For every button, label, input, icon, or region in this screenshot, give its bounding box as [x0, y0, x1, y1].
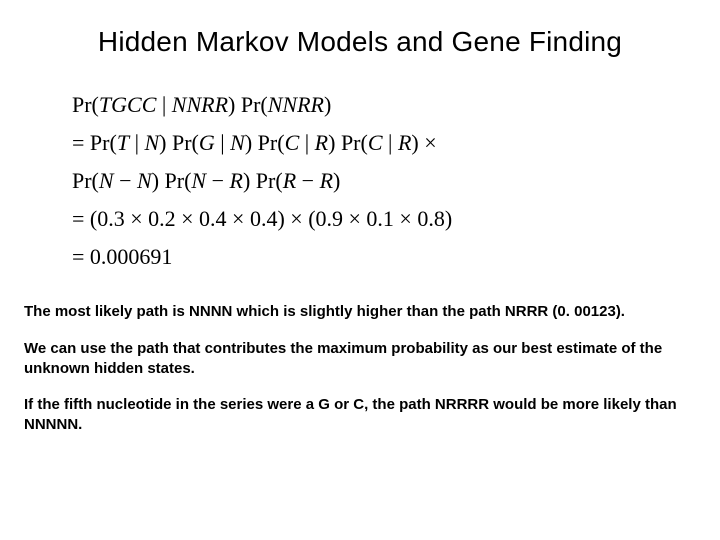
math-text: −: [296, 168, 319, 193]
math-text: ): [324, 92, 331, 117]
math-line-5: = 0.000691: [72, 240, 696, 274]
paragraph-3: If the fifth nucleotide in the series we…: [24, 395, 696, 436]
math-text: ) Pr(: [328, 130, 368, 155]
math-text: |: [156, 92, 171, 117]
text: We can use the path that contributes the: [24, 340, 317, 357]
math-text: =: [72, 130, 90, 155]
math-text: −: [206, 168, 229, 193]
math-var: R: [398, 130, 411, 155]
math-text: Pr(: [72, 92, 99, 117]
math-var: N: [137, 168, 152, 193]
math-text: ) ×: [411, 130, 436, 155]
text: which is: [232, 303, 300, 320]
slide-title: Hidden Markov Models and Gene Finding: [24, 26, 696, 58]
math-text: |: [215, 130, 230, 155]
math-line-4: = (0.3 × 0.2 × 0.4 × 0.4) × (0.9 × 0.1 ×…: [72, 202, 696, 236]
math-var: R: [320, 168, 333, 193]
math-var: N: [230, 130, 245, 155]
math-line-3: Pr(N − N) Pr(N − R) Pr(R − R): [72, 164, 696, 198]
math-block: Pr(TGCC | NNRR) Pr(NNRR) = Pr(T | N) Pr(…: [72, 88, 696, 274]
math-var: R: [283, 168, 296, 193]
math-var: NNRR: [268, 92, 324, 117]
math-text: |: [299, 130, 314, 155]
math-line-1: Pr(TGCC | NNRR) Pr(NNRR): [72, 88, 696, 122]
math-var: T: [117, 130, 129, 155]
text: The most likely path is: [24, 303, 189, 320]
text: If the: [24, 396, 64, 413]
math-text: ) Pr(: [228, 92, 268, 117]
math-var: N: [99, 168, 114, 193]
text-bold: slightly higher than: [300, 303, 438, 320]
math-text: ) Pr(: [152, 168, 192, 193]
text: in the series were a G or C, the path: [172, 396, 435, 413]
math-text: Pr(: [90, 130, 117, 155]
math-var: C: [368, 130, 383, 155]
math-text: |: [129, 130, 144, 155]
math-var: NNRR: [172, 92, 228, 117]
math-text: ) Pr(: [243, 168, 283, 193]
math-line-2: = Pr(T | N) Pr(G | N) Pr(C | R) Pr(C | R…: [72, 126, 696, 160]
math-var: TGCC: [99, 92, 156, 117]
text-bold: NNNN: [189, 303, 232, 320]
math-text: ) Pr(: [159, 130, 199, 155]
math-var: N: [144, 130, 159, 155]
math-var: G: [199, 130, 215, 155]
text-bold: fifth nucleotide: [64, 396, 172, 413]
math-text: ): [333, 168, 340, 193]
body-text: The most likely path is NNNN which is sl…: [24, 302, 696, 435]
paragraph-1: The most likely path is NNNN which is sl…: [24, 302, 696, 322]
text: the path: [438, 303, 505, 320]
paragraph-2: We can use the path that contributes the…: [24, 339, 696, 380]
text-bold: NRRR: [505, 303, 548, 320]
text: (0. 00123).: [548, 303, 625, 320]
math-text: Pr(: [72, 168, 99, 193]
math-text: −: [114, 168, 137, 193]
math-var: N: [191, 168, 206, 193]
math-text: ) Pr(: [245, 130, 285, 155]
math-text: |: [383, 130, 398, 155]
slide: Hidden Markov Models and Gene Finding Pr…: [0, 0, 720, 540]
math-var: R: [230, 168, 243, 193]
math-var: R: [315, 130, 328, 155]
math-var: C: [285, 130, 300, 155]
